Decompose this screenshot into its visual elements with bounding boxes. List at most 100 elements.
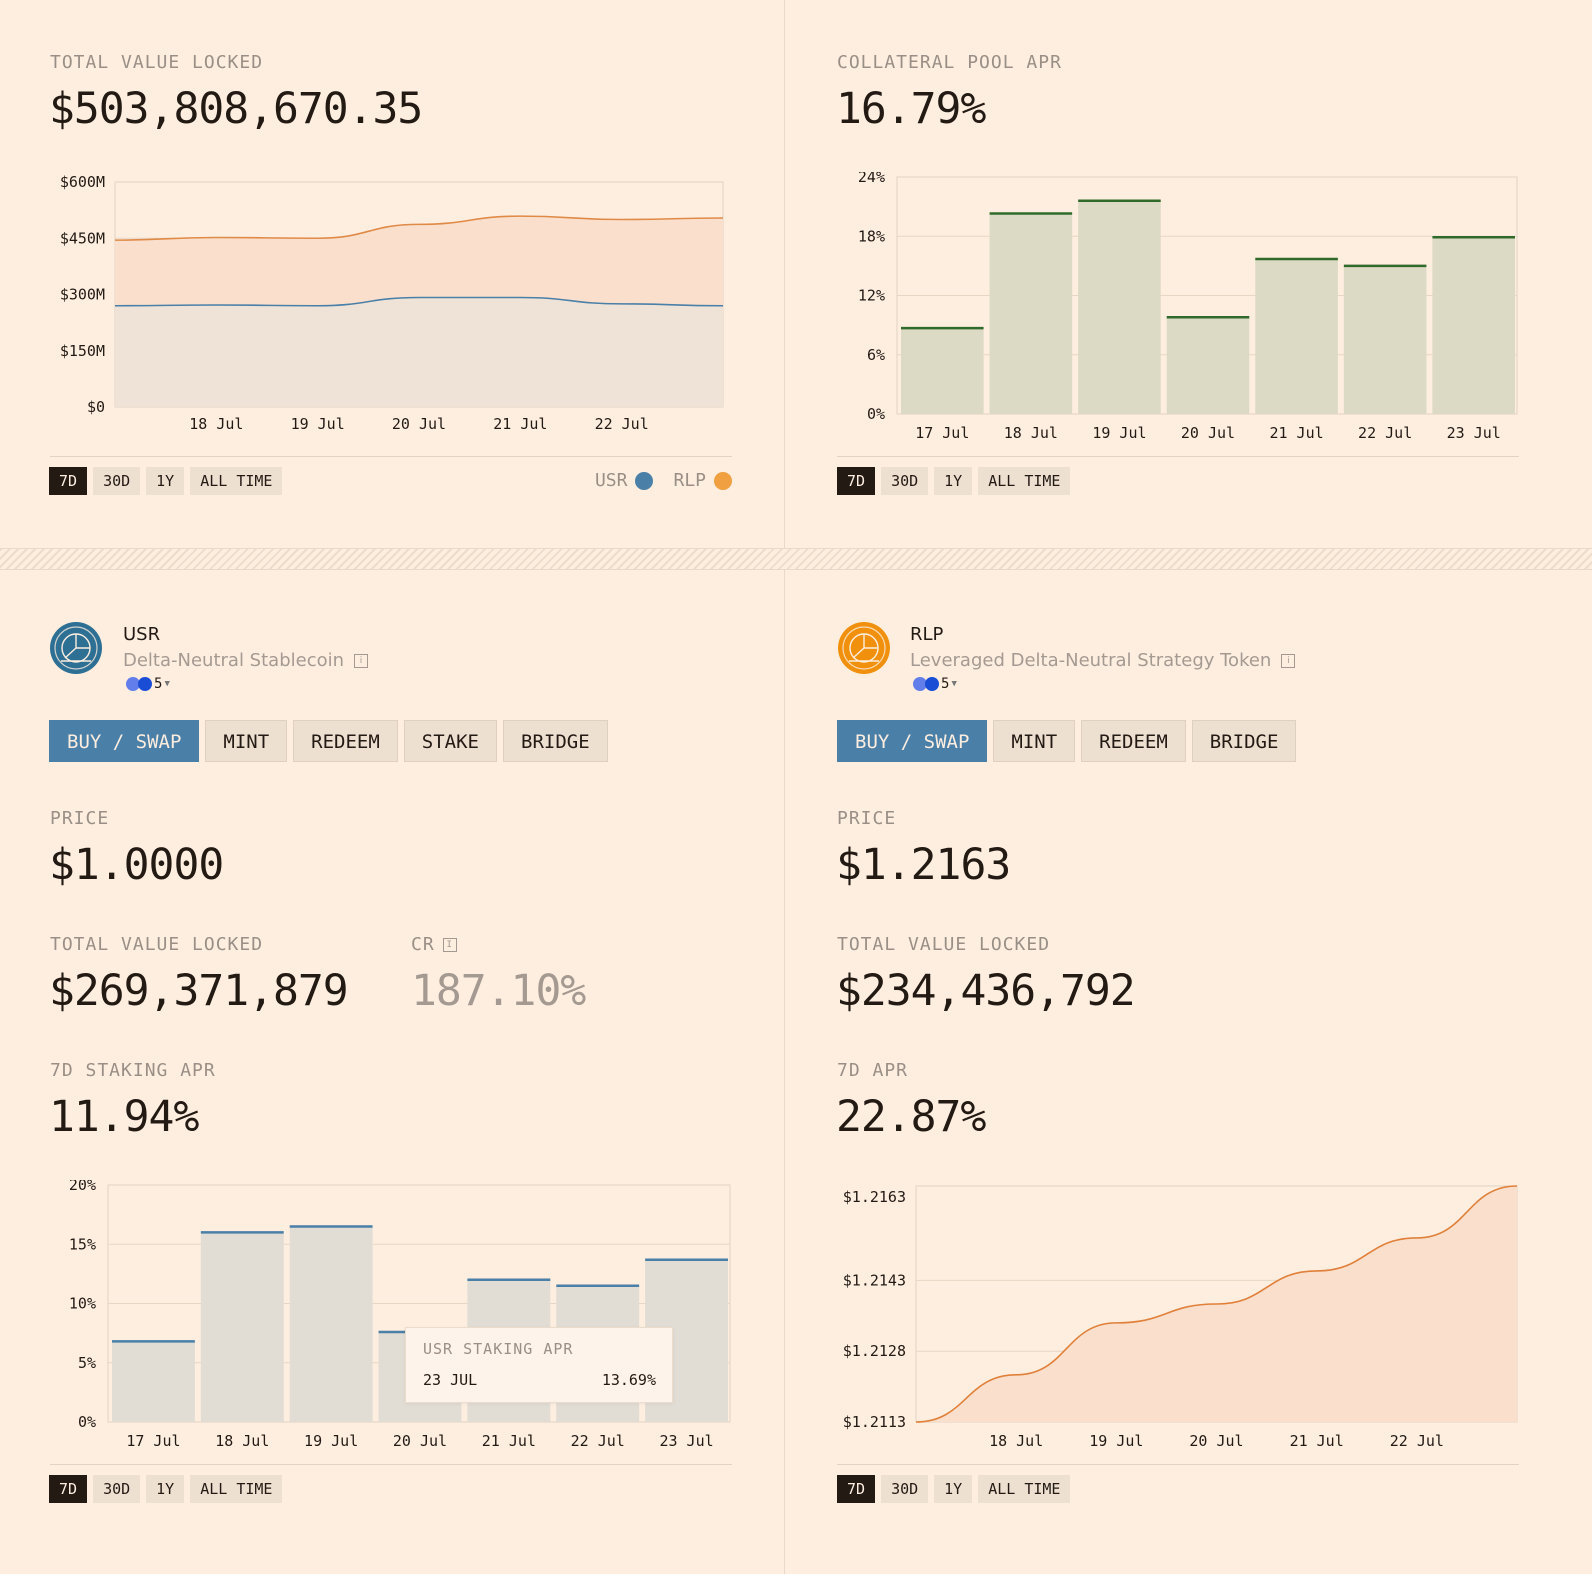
bar bbox=[1078, 200, 1161, 414]
y-tick-label: $1.2128 bbox=[843, 1342, 906, 1360]
rlp-price-chart: $1.2113 $1.2128 $1.2143 $1.2163 18 Jul 19 Jul… bbox=[843, 1185, 1518, 1450]
rlp-tvl-label: TOTAL VALUE LOCKED bbox=[837, 934, 1051, 955]
info-icon[interactable]: i bbox=[354, 653, 369, 668]
range-1y-button[interactable]: 1Y bbox=[934, 467, 973, 495]
usr-mint-button[interactable]: MINT bbox=[205, 720, 288, 762]
legend-rlp[interactable]: RLP bbox=[673, 470, 732, 491]
rlp-apr-label: 7D APR bbox=[837, 1060, 909, 1081]
bar bbox=[901, 328, 984, 414]
x-tick-label: 22 Jul bbox=[1358, 424, 1412, 442]
usr-stake-button[interactable]: STAKE bbox=[403, 720, 497, 762]
base-icon bbox=[925, 677, 939, 691]
tvl-legend: USR RLP bbox=[595, 470, 732, 491]
usr-apr: 11.94% bbox=[49, 1092, 199, 1142]
x-tick-label: 17 Jul bbox=[126, 1432, 180, 1450]
range-7d-button[interactable]: 7D bbox=[49, 1475, 88, 1503]
base-icon bbox=[138, 677, 152, 691]
range-7d-button[interactable]: 7D bbox=[49, 467, 88, 495]
range-30d-button[interactable]: 30D bbox=[881, 1475, 929, 1503]
rlp-range-selector: 7D 30D 1Y ALL TIME bbox=[837, 1475, 1071, 1503]
tvl-range-selector: 7D 30D 1Y ALL TIME bbox=[49, 467, 283, 495]
x-tick-label: 18 Jul bbox=[189, 415, 243, 433]
usr-series-line bbox=[114, 296, 724, 307]
rlp-description-text: Leveraged Delta-Neutral Strategy Token bbox=[910, 650, 1272, 671]
tooltip-title: USR STAKING APR bbox=[423, 1340, 574, 1358]
usr-tvl: $269,371,879 bbox=[49, 966, 349, 1016]
y-tick-label: 20% bbox=[69, 1180, 96, 1194]
bar bbox=[1255, 258, 1338, 414]
range-30d-button[interactable]: 30D bbox=[93, 1475, 141, 1503]
usr-chain-count: 5 bbox=[154, 676, 163, 692]
usr-redeem-button[interactable]: REDEEM bbox=[293, 720, 398, 762]
range-1y-button[interactable]: 1Y bbox=[934, 1475, 973, 1503]
bar bbox=[112, 1341, 195, 1422]
x-tick-label: 20 Jul bbox=[392, 415, 446, 433]
usr-buy-swap-button[interactable]: BUY / SWAP bbox=[49, 720, 200, 762]
x-tick-label: 19 Jul bbox=[304, 1432, 358, 1450]
range-30d-button[interactable]: 30D bbox=[881, 467, 929, 495]
collateral-apr-value: 16.79% bbox=[836, 84, 986, 134]
usr-cr-label: CR i bbox=[411, 934, 457, 955]
info-icon[interactable]: i bbox=[442, 937, 457, 952]
rlp-buy-swap-button[interactable]: BUY / SWAP bbox=[837, 720, 988, 762]
rlp-redeem-button[interactable]: REDEEM bbox=[1081, 720, 1186, 762]
range-all-time-button[interactable]: ALL TIME bbox=[978, 467, 1071, 495]
usr-apr-label: 7D STAKING APR bbox=[50, 1060, 216, 1081]
usr-cr: 187.10% bbox=[411, 966, 586, 1016]
ethereum-icon bbox=[913, 677, 927, 691]
usr-chain-selector[interactable]: 5 ▼ bbox=[126, 676, 170, 692]
info-icon[interactable]: i bbox=[1281, 653, 1296, 668]
rlp-bridge-button[interactable]: BRIDGE bbox=[1191, 720, 1297, 762]
rlp-chain-count: 5 bbox=[941, 676, 950, 692]
x-tick-label: 20 Jul bbox=[393, 1432, 447, 1450]
chevron-down-icon: ▼ bbox=[164, 679, 170, 689]
range-7d-button[interactable]: 7D bbox=[837, 1475, 876, 1503]
range-7d-button[interactable]: 7D bbox=[837, 467, 876, 495]
collateral-apr-label: COLLATERAL POOL APR bbox=[837, 52, 1062, 73]
y-tick-label: 15% bbox=[69, 1235, 96, 1253]
legend-usr[interactable]: USR bbox=[595, 470, 654, 491]
tvl-value: $503,808,670.35 bbox=[49, 84, 423, 134]
rlp-mint-button[interactable]: MINT bbox=[993, 720, 1076, 762]
usr-cr-label-text: CR bbox=[411, 934, 435, 955]
usr-tvl-label: TOTAL VALUE LOCKED bbox=[50, 934, 264, 955]
range-1y-button[interactable]: 1Y bbox=[146, 467, 185, 495]
usr-token-icon bbox=[635, 471, 654, 490]
x-tick-label: 22 Jul bbox=[595, 415, 649, 433]
legend-usr-label: USR bbox=[594, 470, 628, 491]
rlp-logo-icon bbox=[838, 622, 890, 674]
y-tick-label: $1.2143 bbox=[843, 1271, 906, 1289]
separator bbox=[50, 1464, 732, 1465]
rlp-price: $1.2163 bbox=[836, 840, 1011, 890]
rlp-token-icon bbox=[714, 471, 732, 490]
range-all-time-button[interactable]: ALL TIME bbox=[978, 1475, 1071, 1503]
tvl-chart: $0 $150M $300M $450M $600M 18 Jul 19 Jul 20 Jul… bbox=[60, 173, 724, 433]
y-tick-label: 5% bbox=[78, 1354, 96, 1372]
price-line bbox=[915, 1185, 1518, 1423]
x-tick-label: 21 Jul bbox=[493, 415, 547, 433]
rlp-chain-selector[interactable]: 5 ▼ bbox=[913, 676, 957, 692]
separator bbox=[837, 456, 1519, 457]
x-tick-label: 18 Jul bbox=[1004, 424, 1058, 442]
range-1y-button[interactable]: 1Y bbox=[146, 1475, 185, 1503]
bar bbox=[1166, 317, 1250, 414]
rlp-price-label: PRICE bbox=[837, 808, 897, 829]
usr-price: $1.0000 bbox=[49, 840, 224, 890]
range-all-time-button[interactable]: ALL TIME bbox=[190, 467, 283, 495]
x-tick-label: 21 Jul bbox=[1269, 424, 1323, 442]
usr-description: Delta-Neutral Stablecoin i bbox=[123, 650, 369, 671]
y-tick-label: $0 bbox=[87, 398, 105, 416]
x-tick-label: 18 Jul bbox=[989, 1432, 1043, 1450]
tooltip-value: 13.69% bbox=[601, 1371, 656, 1389]
x-tick-label: 20 Jul bbox=[1189, 1432, 1243, 1450]
usr-range-selector: 7D 30D 1Y ALL TIME bbox=[49, 1475, 283, 1503]
range-30d-button[interactable]: 30D bbox=[93, 467, 141, 495]
x-tick-label: 21 Jul bbox=[1290, 1432, 1344, 1450]
y-tick-label: $1.2163 bbox=[843, 1188, 906, 1206]
x-tick-label: 19 Jul bbox=[1092, 424, 1146, 442]
range-all-time-button[interactable]: ALL TIME bbox=[190, 1475, 283, 1503]
usr-bridge-button[interactable]: BRIDGE bbox=[503, 720, 608, 762]
usr-description-text: Delta-Neutral Stablecoin bbox=[123, 650, 345, 671]
x-tick-label: 22 Jul bbox=[571, 1432, 625, 1450]
bar bbox=[1343, 265, 1427, 414]
